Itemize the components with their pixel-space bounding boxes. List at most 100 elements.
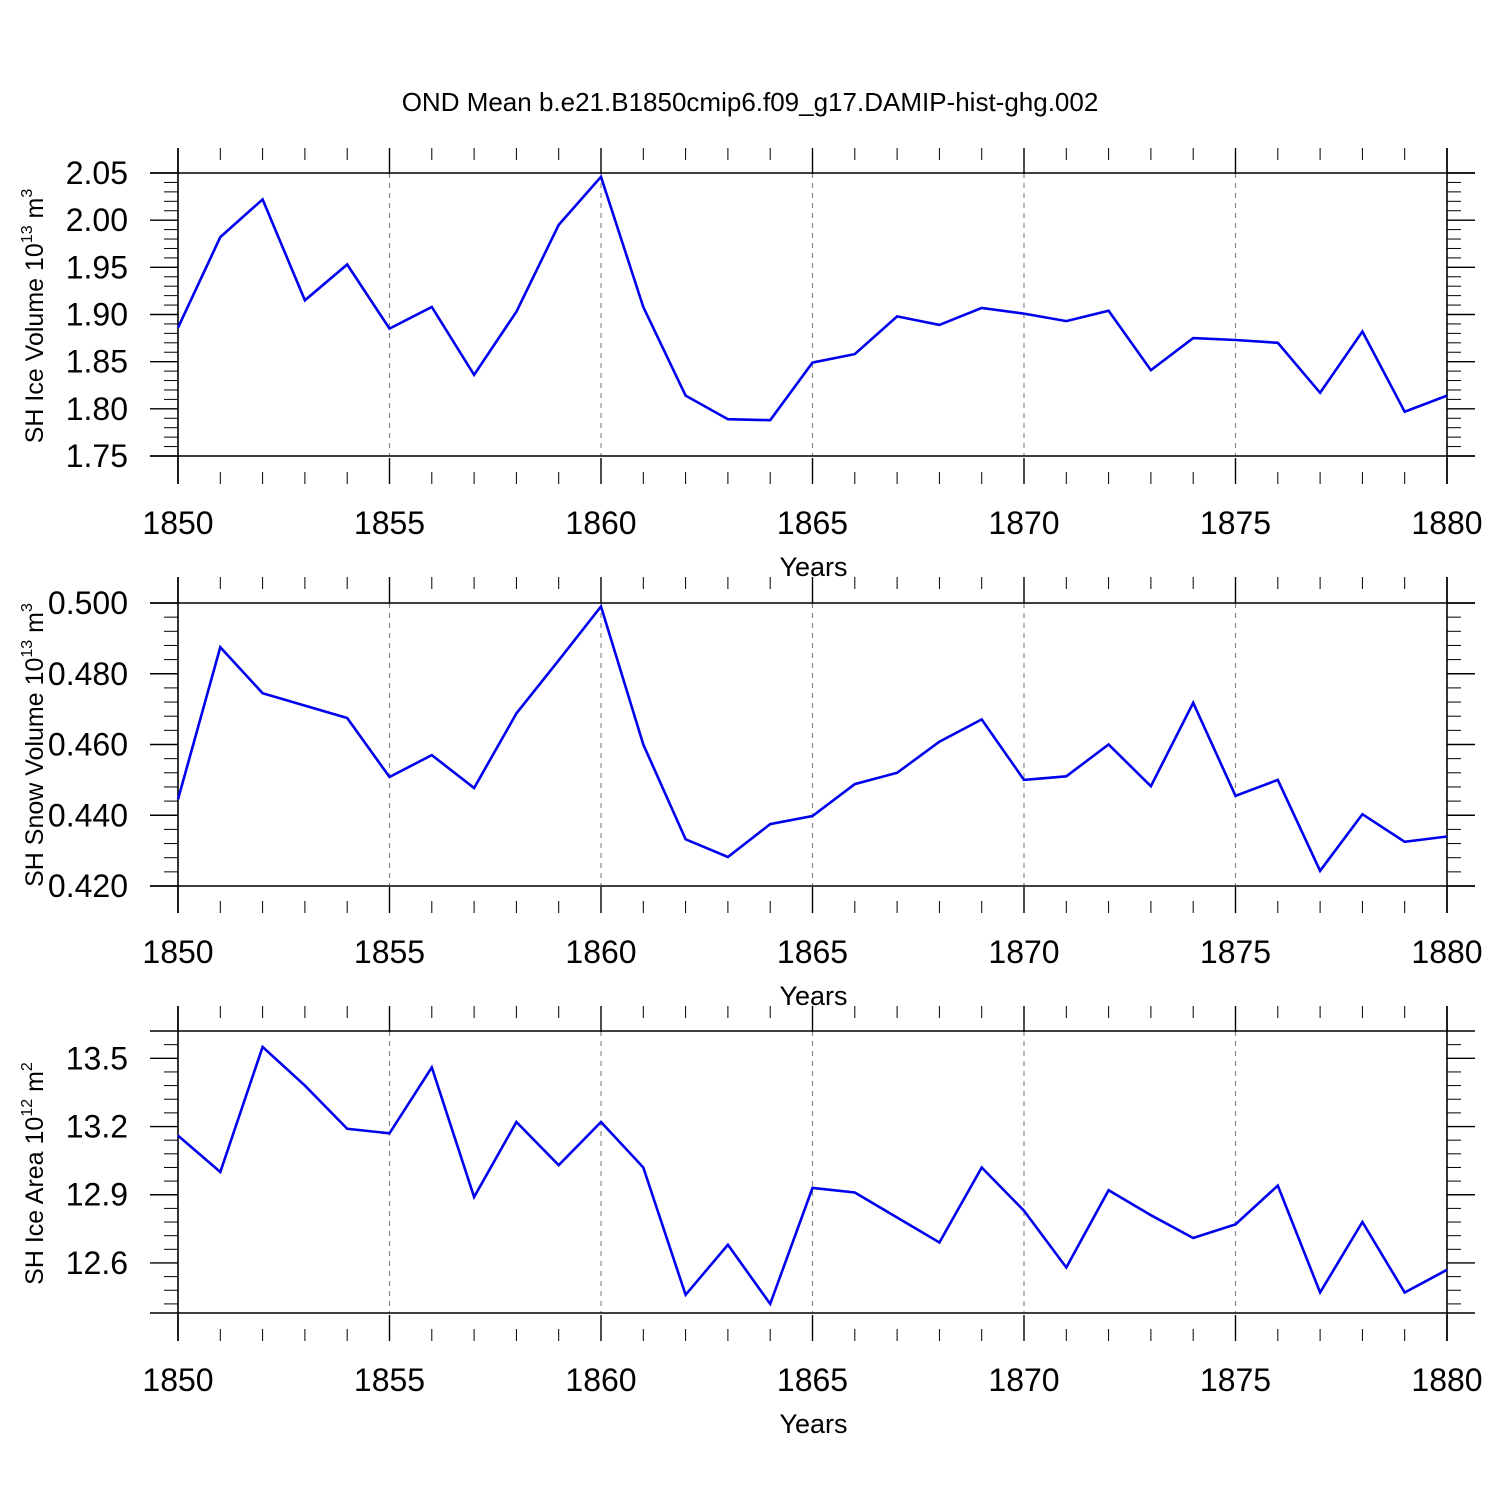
x-axis-label: Years [779, 552, 847, 582]
data-point [1106, 742, 1111, 747]
x-tick-label: 1855 [354, 505, 425, 541]
data-point [768, 822, 773, 827]
panel-2: 0.420 0.440 0.460 0.480 0.500 1850 1855 1860 186… [19, 577, 1483, 1011]
y-axis-label-text: SH Ice Area 10 [21, 1117, 49, 1285]
data-point [345, 1126, 350, 1131]
data-point [852, 1190, 857, 1195]
data-point [1148, 1213, 1153, 1218]
y-axis-label-unit: m [21, 612, 49, 640]
data-point [852, 782, 857, 787]
data-point [218, 1170, 223, 1175]
data-point [725, 854, 730, 859]
data-point [345, 715, 350, 720]
data-point [683, 393, 688, 398]
x-tick-label: 1865 [777, 934, 848, 970]
data-point [1360, 812, 1365, 817]
y-tick-label: 12.6 [66, 1245, 128, 1281]
y-tick-label: 1.90 [66, 297, 128, 333]
data-point [937, 739, 942, 744]
x-axis-label: Years [779, 1409, 847, 1439]
y-axis-label-exponent: 13 [19, 640, 36, 658]
data-point [1191, 700, 1196, 705]
data-point [556, 222, 561, 227]
data-point [1064, 774, 1069, 779]
y-tick-label: 0.440 [48, 797, 128, 833]
y-axis-label: SH Snow Volume 1013 m3 [19, 603, 49, 887]
y-tick-label: 13.5 [66, 1040, 128, 1076]
data-point [1275, 340, 1280, 345]
data-point [514, 309, 519, 314]
series-line [176, 603, 1448, 874]
data-point [895, 1215, 900, 1220]
y-axis-label: SH Ice Area 1012 m2 [19, 1062, 49, 1285]
data-point [176, 1133, 181, 1138]
x-tick-label: 1860 [565, 505, 636, 541]
y-axis-label-unit: m [21, 198, 49, 226]
x-tick-label: 1870 [988, 1362, 1059, 1398]
data-point [599, 174, 604, 179]
data-point [1445, 1267, 1450, 1272]
data-point [472, 786, 477, 791]
data-point [176, 797, 181, 802]
data-point [472, 1195, 477, 1200]
data-point [1402, 839, 1407, 844]
data-point [1360, 329, 1365, 334]
x-tick-label: 1875 [1200, 934, 1271, 970]
data-point [937, 1240, 942, 1245]
data-point [810, 1185, 815, 1190]
data-point [260, 1044, 265, 1049]
x-tick-label: 1850 [142, 934, 213, 970]
series-line [176, 174, 1448, 422]
data-point [302, 703, 307, 708]
y-tick-label: 2.00 [66, 202, 128, 238]
data-point [810, 360, 815, 365]
data-point [1402, 409, 1407, 414]
data-point [1275, 1183, 1280, 1188]
x-tick-label: 1870 [988, 505, 1059, 541]
data-point [176, 325, 181, 330]
data-point [1106, 308, 1111, 313]
data-point [895, 314, 900, 319]
data-point [1022, 1208, 1027, 1213]
data-point [683, 1292, 688, 1297]
data-point [429, 1065, 434, 1070]
data-point [514, 711, 519, 716]
data-point [725, 417, 730, 422]
y-tick-label: 0.480 [48, 656, 128, 692]
series-line [177, 1044, 1448, 1307]
y-axis-label-unit-exponent: 2 [19, 1062, 36, 1071]
data-point [641, 304, 646, 309]
y-tick-label: 1.95 [66, 249, 128, 285]
data-point [979, 1165, 984, 1170]
y-axis-label-unit: m [21, 1071, 49, 1099]
data-point [1022, 777, 1027, 782]
data-point [1064, 319, 1069, 324]
x-tick-label: 1855 [354, 1362, 425, 1398]
y-tick-label: 1.80 [66, 391, 128, 427]
data-point [1233, 793, 1238, 798]
data-point [852, 352, 857, 357]
x-tick-label: 1860 [565, 934, 636, 970]
data-point [1022, 311, 1027, 316]
data-point [429, 304, 434, 309]
data-point [556, 658, 561, 663]
data-point [1360, 1220, 1365, 1225]
x-tick-label: 1850 [142, 1362, 213, 1398]
y-axis-label: SH Ice Volume 1013 m3 [19, 189, 49, 444]
data-point [1445, 834, 1450, 839]
x-tick-label: 1880 [1411, 505, 1482, 541]
data-point [937, 322, 942, 327]
data-point [979, 305, 984, 310]
data-point [641, 1165, 646, 1170]
x-axis-label: Years [779, 981, 847, 1011]
data-point [1148, 784, 1153, 789]
data-point [429, 753, 434, 758]
data-point [556, 1163, 561, 1168]
data-point [218, 645, 223, 650]
data-point [1318, 868, 1323, 873]
y-axis-label-unit-exponent: 3 [19, 189, 36, 198]
data-point [1445, 393, 1450, 398]
data-point [599, 1119, 604, 1124]
